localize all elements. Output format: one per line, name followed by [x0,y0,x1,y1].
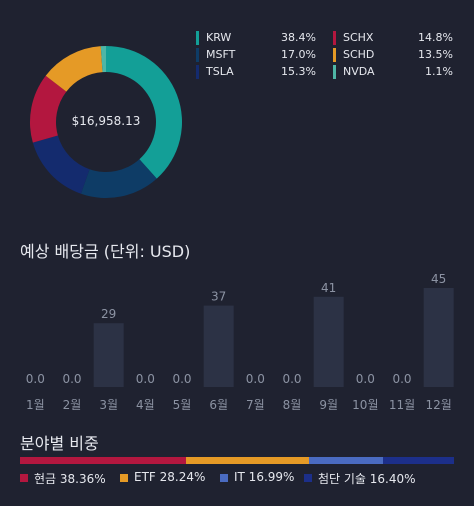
sector-segment [20,457,187,464]
sector-legend-label: ETF 28.24% [134,470,206,484]
month-tick-label: 9월 [319,398,338,412]
sector-title: 분야별 비중 [20,434,99,453]
dividend-bar-6 [203,305,234,387]
month-tick-label: 10월 [352,398,378,412]
sector-legend-label: 첨단 기술 16.40% [318,472,416,486]
donut-slice-tsla [32,135,90,194]
sector-swatch [120,474,128,482]
dividend-value-label: 0.0 [136,372,155,386]
legend-name: TSLA [206,65,234,78]
dividend-value-label: 29 [101,307,116,321]
dividend-value-label: 45 [431,272,446,286]
sector-swatch [220,474,228,482]
portfolio-donut-chart: $16,958.13 [30,46,182,198]
month-tick-label: 12월 [426,398,452,412]
dividend-value-label: 0.0 [62,372,81,386]
legend-name: SCHX [343,31,374,44]
sector-legend-label: 현금 38.36% [34,472,106,486]
sector-swatch [304,474,312,482]
donut-slice-schd [45,46,103,92]
sector-segment [382,457,454,464]
legend-swatch [196,31,199,45]
dividend-value-label: 0.0 [26,372,45,386]
dividend-bar-12 [423,288,454,387]
legend-item-nvda: NVDA 1.1% [333,64,453,82]
dividend-value-label: 37 [211,290,226,304]
legend-swatch [333,48,336,62]
month-tick-label: 11월 [389,398,415,412]
sector-segment [309,457,383,464]
month-tick-label: 1월 [26,398,45,412]
month-tick-label: 2월 [63,398,82,412]
portfolio-total-value: $16,958.13 [72,114,141,128]
dividend-chart-title: 예상 배당금 (단위: USD) [20,242,191,261]
legend-percent: 38.4% [281,31,316,44]
dividend-value-label: 41 [321,281,336,295]
legend-item-schx: SCHX 14.8% [333,30,453,48]
dividend-value-label: 0.0 [246,372,265,386]
legend-name: MSFT [206,48,236,61]
month-tick-label: 8월 [283,398,302,412]
legend-percent: 1.1% [425,65,453,78]
donut-slice-msft [80,159,157,198]
sector-stacked-bar [20,457,454,464]
legend-item-msft: MSFT 17.0% [196,47,316,65]
dividend-value-label: 0.0 [172,372,191,386]
dividend-bar-9 [313,296,344,387]
dividend-value-label: 0.0 [282,372,301,386]
legend-swatch [196,48,199,62]
dividend-bar-chart: 0.0 1월 0.0 2월 29 3월 0.0 4월 0.0 5월 37 6월 0.0 7월 0.0 8월 41… [26,272,454,412]
legend-swatch [333,31,336,45]
month-tick-label: 3월 [99,398,118,412]
legend-percent: 13.5% [418,48,453,61]
legend-item-schd: SCHD 13.5% [333,47,453,65]
dividend-value-label: 0.0 [392,372,411,386]
sector-legend-label: IT 16.99% [234,470,295,484]
legend-percent: 15.3% [281,65,316,78]
month-tick-label: 6월 [209,398,228,412]
donut-slice-nvda [100,46,106,73]
legend-item-tsla: TSLA 15.3% [196,64,316,82]
legend-percent: 17.0% [281,48,316,61]
legend-name: NVDA [343,65,375,78]
sector-segment [186,457,310,464]
legend-swatch [196,65,199,79]
dividend-bar-3 [93,323,124,387]
donut-slice-krw [106,46,182,179]
sector-swatch [20,474,28,482]
sector-legend: 현금 38.36% ETF 28.24% IT 16.99% 첨단 기술 16.40% [20,470,460,490]
dividend-value-label: 0.0 [356,372,375,386]
donut-slice-schx [30,75,67,143]
legend-item-krw: KRW 38.4% [196,30,316,48]
month-tick-label: 4월 [136,398,155,412]
legend-name: KRW [206,31,232,44]
month-tick-label: 7월 [246,398,265,412]
month-tick-label: 5월 [173,398,192,412]
legend-swatch [333,65,336,79]
legend-name: SCHD [343,48,375,61]
legend-percent: 14.8% [418,31,453,44]
